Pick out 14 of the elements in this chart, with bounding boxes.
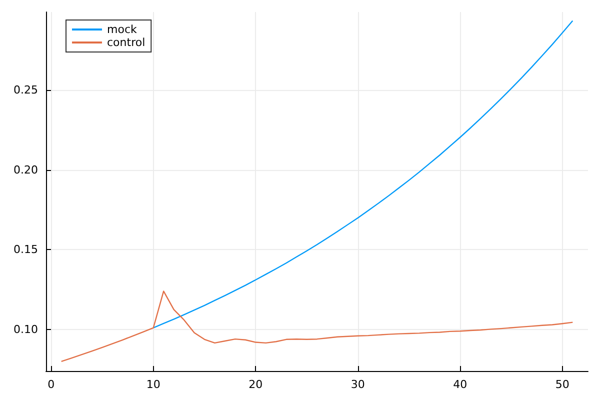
line-series bbox=[60, 290, 574, 362]
y-tick-label: 0.10 bbox=[14, 323, 38, 336]
y-tick-label: 0.15 bbox=[14, 243, 38, 256]
x-tick-label: 10 bbox=[146, 378, 160, 391]
legend-label: control bbox=[107, 36, 146, 49]
x-tick-label: 30 bbox=[350, 378, 365, 391]
x-tick-label: 20 bbox=[248, 378, 263, 391]
y-tick-label: 0.25 bbox=[14, 84, 38, 97]
legend-label: mock bbox=[107, 23, 138, 36]
x-tick-label: 0 bbox=[48, 378, 55, 391]
y-tick-label: 0.20 bbox=[14, 163, 38, 176]
line-series bbox=[152, 20, 574, 328]
x-tick-label: 50 bbox=[555, 378, 570, 391]
x-tick-label: 40 bbox=[453, 378, 468, 391]
